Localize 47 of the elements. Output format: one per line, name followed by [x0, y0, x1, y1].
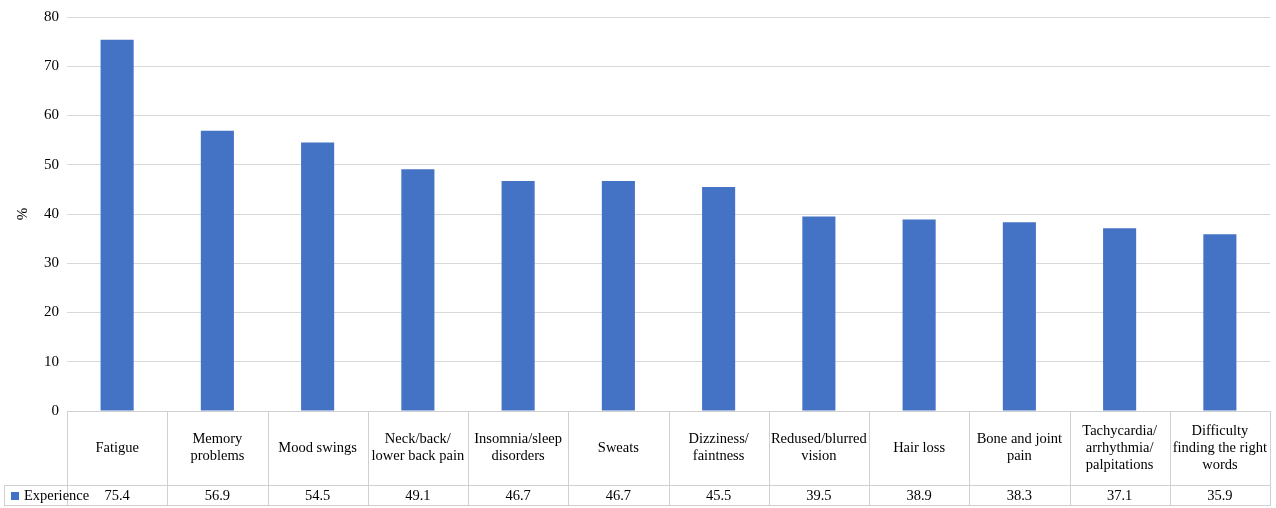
data-label: 54.5 [304, 486, 331, 503]
bar [702, 186, 736, 411]
x-tick-label: Tachycardia/arrhythmia/palpitations [1082, 421, 1158, 472]
y-tick-label: 0 [51, 401, 59, 418]
bar [601, 181, 635, 411]
bar [1002, 222, 1036, 411]
data-label: 38.9 [906, 486, 932, 503]
data-label: 39.5 [806, 486, 832, 503]
y-tick-label: 10 [44, 352, 59, 369]
y-tick-label: 30 [44, 254, 59, 271]
data-label: 75.4 [104, 486, 131, 503]
data-label: 46.7 [505, 486, 531, 503]
data-label: 38.3 [1006, 486, 1033, 503]
data-label: 37.1 [1106, 486, 1133, 503]
x-tick-label: Difficulty finding the right words [1172, 421, 1267, 472]
bar [401, 169, 435, 411]
x-tick-label: Hair loss [893, 438, 946, 455]
bar [501, 181, 535, 411]
data-label: 45.5 [705, 486, 732, 503]
bar [301, 142, 335, 411]
data-label: 46.7 [605, 486, 632, 503]
y-tick-label: 60 [44, 106, 59, 123]
data-label: 35.9 [1207, 486, 1233, 503]
bar [802, 216, 836, 411]
y-tick-label: 40 [44, 204, 59, 221]
x-tick-label: Neck/back/lower back pain [371, 430, 465, 464]
data-label: 49.1 [405, 486, 431, 503]
x-tick-label: Redused/blurred vision [770, 430, 868, 464]
bar [1103, 228, 1137, 411]
legend-label: Experience [24, 486, 90, 503]
x-tick-label: Bone and joint pain [976, 430, 1063, 464]
bar [100, 39, 134, 411]
x-tick-label: Dizziness/faintness [688, 430, 750, 464]
bar [200, 130, 234, 411]
data-label: 56.9 [204, 486, 231, 503]
x-tick-label: Sweats [597, 438, 640, 455]
x-tick-label: Memory problems [190, 430, 245, 464]
x-tick-label: Fatigue [95, 438, 139, 455]
x-tick-label: Insomnia/sleep disorders [474, 430, 563, 464]
y-tick-label: 70 [44, 57, 59, 74]
y-tick-label: 50 [44, 155, 59, 172]
y-axis-title: % [13, 207, 30, 221]
y-tick-label: 20 [44, 303, 59, 320]
bar [902, 219, 936, 411]
x-tick-label: Mood swings [278, 438, 358, 455]
y-tick-label: 80 [44, 7, 59, 24]
bar [1203, 234, 1237, 411]
